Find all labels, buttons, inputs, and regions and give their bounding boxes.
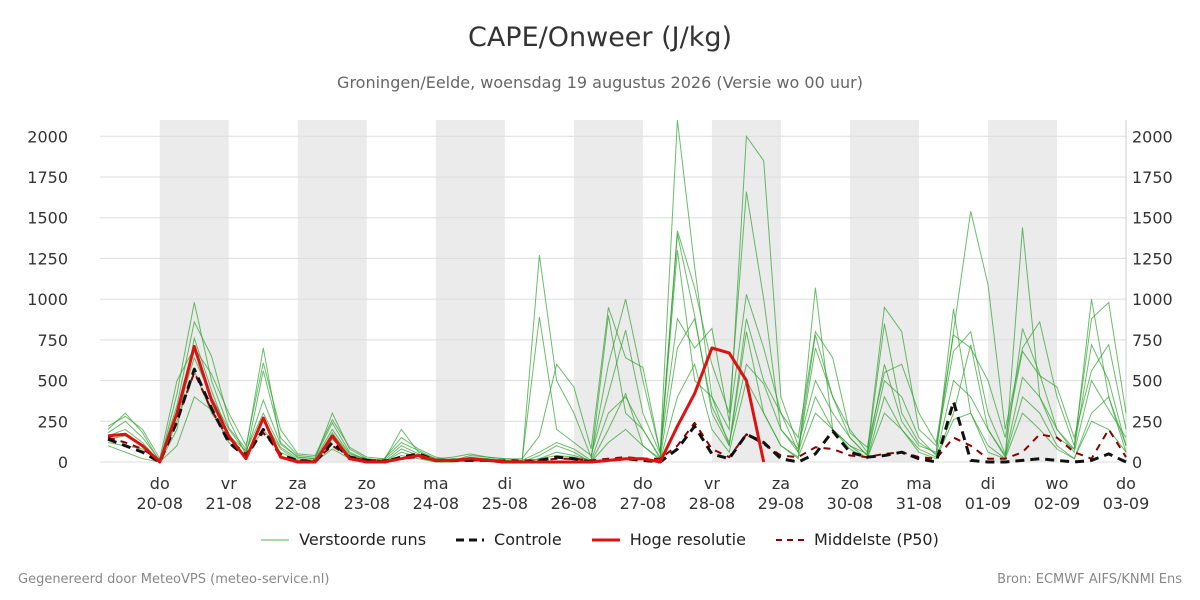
x-tick-day-31-08: ma xyxy=(906,474,931,493)
x-tick-day-28-08: vr xyxy=(704,474,720,493)
weekend-bands xyxy=(159,120,1057,462)
y-tick-right-250: 250 xyxy=(1132,412,1163,431)
x-tick-date-22-08: 22-08 xyxy=(275,494,322,513)
y-tick-left-2000: 2000 xyxy=(27,127,68,146)
x-tick-date-31-08: 31-08 xyxy=(896,494,943,513)
footer-source: Bron: ECMWF AIFS/KNMI Ens xyxy=(997,572,1182,587)
legend-label-median: Middelste (P50) xyxy=(813,530,939,549)
perturbed-run-3 xyxy=(107,191,1127,463)
y-tick-labels-left: 0 250 500 750 1000 1250 1500 1750 2000 xyxy=(27,127,68,472)
x-tick-date-28-08: 28-08 xyxy=(689,494,736,513)
y-tick-left-750: 750 xyxy=(37,331,68,350)
x-tick-day-03-09: do xyxy=(1116,474,1136,493)
y-tick-left-1250: 1250 xyxy=(27,249,68,268)
footer-generator: Gegenereerd door MeteoVPS (meteo-service… xyxy=(18,572,330,587)
x-tick-day-26-08: wo xyxy=(562,474,585,493)
legend-item-hires[interactable]: Hoge resolutie xyxy=(591,530,746,549)
x-tick-date-20-08: 20-08 xyxy=(137,494,184,513)
x-tick-day-29-08: za xyxy=(772,474,790,493)
chart-title: CAPE/Onweer (J/kg) xyxy=(467,22,732,53)
shaded-band-24-08 xyxy=(435,120,505,462)
x-tick-date-02-09: 02-09 xyxy=(1034,494,1081,513)
legend-label-control: Controle xyxy=(494,530,562,549)
y-tick-labels-right: 0 250 500 750 1000 1250 1500 1750 2000 xyxy=(1132,127,1173,472)
y-tick-left-1000: 1000 xyxy=(27,290,68,309)
legend-swatch-hires xyxy=(591,538,620,541)
x-tick-day-02-09: wo xyxy=(1046,474,1069,493)
legend-item-perturbed[interactable]: Verstoorde runs xyxy=(261,530,426,549)
grid-lines xyxy=(100,120,1127,463)
legend-item-control[interactable]: Controle xyxy=(456,530,562,549)
legend-label-perturbed: Verstoorde runs xyxy=(299,530,427,549)
y-tick-right-1250: 1250 xyxy=(1132,249,1173,268)
x-tick-date-30-08: 30-08 xyxy=(827,494,874,513)
main-series xyxy=(107,344,1127,464)
legend-swatch-perturbed xyxy=(261,539,290,540)
shaded-band-28-08 xyxy=(711,120,781,462)
y-tick-right-1500: 1500 xyxy=(1132,209,1173,228)
shaded-band-30-08 xyxy=(849,120,919,462)
series-line-hires xyxy=(107,344,766,464)
perturbed-run-4 xyxy=(107,294,1127,461)
x-tick-date-23-08: 23-08 xyxy=(344,494,391,513)
y-tick-left-0: 0 xyxy=(58,453,68,472)
x-tick-day-21-08: vr xyxy=(221,474,237,493)
y-tick-right-1000: 1000 xyxy=(1132,290,1173,309)
perturbed-run-7 xyxy=(107,362,1127,463)
x-tick-date-26-08: 26-08 xyxy=(551,494,598,513)
x-tick-date-27-08: 27-08 xyxy=(620,494,667,513)
y-tick-left-1500: 1500 xyxy=(27,209,68,228)
y-tick-right-500: 500 xyxy=(1132,372,1163,391)
x-tick-date-03-09: 03-09 xyxy=(1103,494,1150,513)
perturbed-run-6 xyxy=(107,250,1127,463)
x-tick-date-01-09: 01-09 xyxy=(965,494,1012,513)
x-tick-day-27-08: do xyxy=(633,474,653,493)
y-tick-right-2000: 2000 xyxy=(1132,127,1173,146)
y-tick-right-750: 750 xyxy=(1132,331,1163,350)
y-tick-right-0: 0 xyxy=(1132,453,1142,472)
perturbed-runs xyxy=(107,119,1127,464)
x-tick-day-01-09: di xyxy=(981,474,996,493)
x-tick-date-24-08: 24-08 xyxy=(413,494,460,513)
shaded-band-22-08 xyxy=(297,120,367,462)
legend-label-hires: Hoge resolutie xyxy=(629,530,746,549)
x-tick-date-25-08: 25-08 xyxy=(482,494,529,513)
x-tick-date-21-08: 21-08 xyxy=(206,494,253,513)
x-tick-day-23-08: zo xyxy=(358,474,376,493)
x-tick-day-24-08: ma xyxy=(423,474,448,493)
legend-item-median[interactable]: Middelste (P50) xyxy=(775,530,939,549)
y-tick-left-500: 500 xyxy=(37,372,68,391)
x-tick-day-25-08: di xyxy=(498,474,513,493)
legend: Verstoorde runs Controle Hoge resolutie … xyxy=(0,530,1200,549)
x-tick-day-20-08: do xyxy=(150,474,170,493)
y-tick-left-1750: 1750 xyxy=(27,168,68,187)
x-tick-date-29-08: 29-08 xyxy=(758,494,805,513)
y-tick-right-1750: 1750 xyxy=(1132,168,1173,187)
chart-subtitle: Groningen/Eelde, woensdag 19 augustus 20… xyxy=(337,73,863,92)
legend-swatch-control xyxy=(456,538,485,541)
y-tick-left-250: 250 xyxy=(37,412,68,431)
x-tick-day-30-08: zo xyxy=(841,474,859,493)
x-tick-day-22-08: za xyxy=(289,474,307,493)
x-tick-labels: do20-08vr21-08za22-08zo23-08ma24-08di25-… xyxy=(137,474,1150,513)
legend-swatch-median xyxy=(775,538,804,541)
